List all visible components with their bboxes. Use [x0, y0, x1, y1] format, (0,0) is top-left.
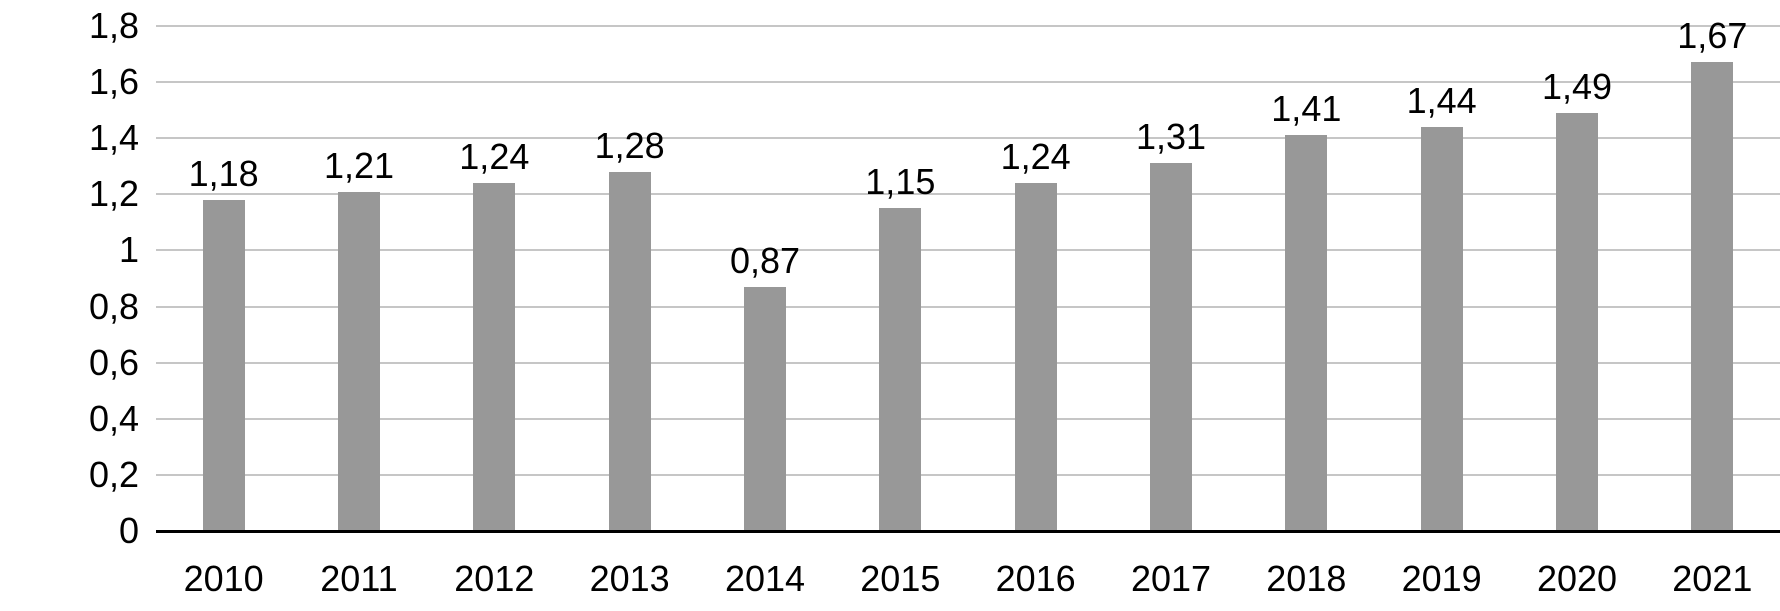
- bar-value-label: 1,24: [459, 136, 530, 178]
- x-axis-tick-label: 2010: [183, 558, 264, 599]
- bar-value-label: 1,21: [323, 144, 395, 186]
- bar-value-label: 1,15: [865, 161, 936, 203]
- bar-value-label: 1,24: [1000, 136, 1071, 178]
- bar-value-label: 0,87: [729, 239, 801, 281]
- x-axis-tick-label: 2017: [1130, 558, 1212, 599]
- y-axis-tick-label: 0,2: [88, 453, 139, 495]
- bar-2011: [338, 191, 380, 531]
- bar-2016: [1014, 183, 1057, 531]
- bar-2020: [1556, 112, 1598, 531]
- y-axis-tick-label: 0,8: [88, 285, 139, 327]
- bar-value-label: 1,49: [1541, 65, 1613, 107]
- y-axis-tick-label: 1,6: [88, 61, 139, 103]
- gridline: [156, 193, 1780, 196]
- x-axis-tick-label: 2020: [1536, 558, 1618, 599]
- y-axis-tick-label: 0,6: [88, 341, 139, 383]
- bar-2017: [1150, 163, 1192, 531]
- x-axis-tick-label: 2011: [320, 558, 398, 599]
- bar-2021: [1691, 62, 1734, 531]
- gridline: [156, 25, 1780, 27]
- gridline: [156, 305, 1780, 308]
- x-axis-tick-label: 2014: [724, 558, 806, 599]
- y-axis-tick-label: 0: [118, 510, 139, 551]
- gridline: [156, 249, 1780, 252]
- bar-value-label: 1,44: [1406, 80, 1477, 121]
- bar-2015: [879, 208, 922, 531]
- gridline: [156, 473, 1780, 476]
- bar-value-label: 1,28: [594, 124, 665, 166]
- bar-2019: [1420, 127, 1463, 531]
- bar-2014: [744, 286, 786, 531]
- x-axis-tick-label: 2021: [1672, 558, 1753, 599]
- bar-2010: [202, 199, 245, 531]
- x-axis-line: [156, 530, 1780, 533]
- bar-value-label: 1,18: [188, 152, 259, 194]
- gridline: [156, 417, 1780, 420]
- x-axis-tick-label: 2012: [454, 558, 535, 599]
- gridline: [156, 361, 1780, 364]
- y-axis-tick-label: 1,4: [88, 117, 139, 159]
- y-axis-tick-label: 1,8: [88, 5, 139, 46]
- bar-value-label: 1,31: [1135, 116, 1207, 158]
- bar-2012: [473, 183, 516, 531]
- bar-2013: [608, 171, 651, 531]
- bar-value-label: 1,41: [1271, 88, 1342, 130]
- x-axis-tick-label: 2019: [1401, 558, 1482, 599]
- x-axis-tick-label: 2018: [1266, 558, 1347, 599]
- gridline: [156, 137, 1780, 140]
- y-axis-tick-label: 1: [118, 229, 139, 271]
- y-axis-tick-label: 1,2: [88, 173, 139, 215]
- x-axis-tick-label: 2015: [860, 558, 941, 599]
- bar-value-label: 1,67: [1677, 15, 1748, 57]
- x-axis-tick-label: 2013: [589, 558, 670, 599]
- gridline: [156, 81, 1780, 84]
- y-axis-tick-label: 0,4: [88, 397, 139, 439]
- x-axis-tick-label: 2016: [995, 558, 1076, 599]
- bar-2018: [1285, 135, 1328, 531]
